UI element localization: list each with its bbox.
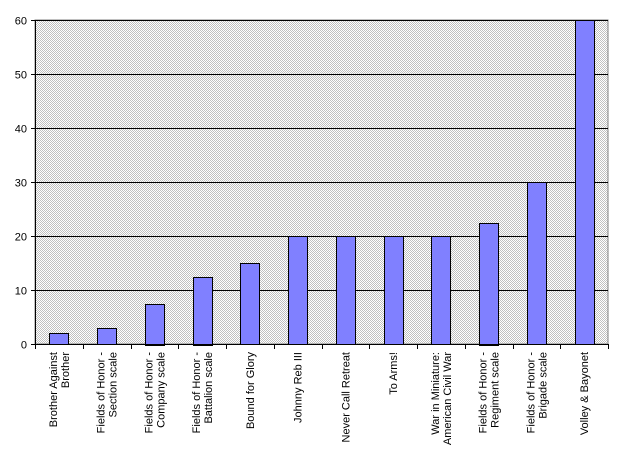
x-tick-label: Brother Against	[48, 352, 60, 427]
x-tick-label: Never Call Retreat	[340, 352, 352, 442]
x-tick-label-group: Brother Against Brother	[48, 352, 72, 428]
bar	[49, 333, 69, 345]
bar	[431, 236, 451, 345]
x-tick-label: Fields of Honor -	[143, 352, 155, 434]
x-tick-label-group: Fields of Honor - Company scale	[143, 352, 167, 434]
x-tick-label: Fields of Honor -	[191, 352, 203, 434]
bar	[527, 182, 547, 345]
x-tick-label: Section scale	[108, 352, 120, 417]
x-tick-label: Regiment scale	[490, 352, 502, 428]
y-tick-label: 30	[15, 178, 27, 190]
x-tick-label: Johnny Reb III	[293, 352, 305, 423]
y-tick-label: 60	[15, 16, 27, 28]
bars	[49, 20, 595, 346]
y-tick-label: 20	[15, 232, 27, 244]
x-tick-label: Battalion scale	[203, 352, 215, 424]
x-tick-label-group: Johnny Reb III	[293, 352, 305, 423]
bar	[575, 20, 595, 345]
y-tick-label: 50	[15, 70, 27, 82]
x-tick-label-group: Never Call Retreat	[340, 352, 352, 442]
x-tick-label: Brigade scale	[537, 352, 549, 419]
y-tick-label: 40	[15, 124, 27, 136]
x-tick-label: Bound for Glory	[245, 352, 257, 430]
x-tick-label-group: To Arms!	[388, 352, 400, 395]
x-tick-label: War in Miniature:	[430, 352, 442, 435]
y-tick-label: 10	[15, 286, 27, 298]
x-tick-label: Volley & Bayonet	[579, 352, 591, 435]
x-tick-label-group: Fields of Honor - Regiment scale	[478, 352, 502, 434]
x-tick-label-group: Fields of Honor - Section scale	[96, 352, 120, 434]
bar	[240, 263, 260, 345]
bar	[97, 328, 117, 345]
axes	[31, 20, 609, 349]
x-tick-label: Fields of Honor -	[96, 352, 108, 434]
x-tick-label: Fields of Honor -	[525, 352, 537, 434]
bar	[145, 304, 165, 346]
bar	[479, 223, 499, 346]
x-tick-label: Fields of Honor -	[478, 352, 490, 434]
y-tick-label: 0	[21, 340, 27, 352]
x-tick-label: American Civil War	[442, 352, 454, 445]
x-tick-label-group: Bound for Glory	[245, 352, 257, 430]
bar	[384, 236, 404, 345]
x-tick-label: To Arms!	[388, 352, 400, 395]
x-tick-label: Brother	[60, 352, 72, 388]
x-tick-labels: Brother Against Brother Fields of Honor -S…	[48, 352, 591, 446]
bar	[336, 236, 356, 345]
x-tick-label-group: Fields of Honor - Brigade scale	[525, 352, 549, 434]
x-tick-label-group: War in Miniature: American Civil War	[430, 352, 454, 445]
bar	[193, 277, 213, 346]
x-tick-label: Company scale	[155, 352, 167, 428]
y-tick-labels: 0 10 20 30 40 50 60	[15, 16, 27, 352]
bar	[288, 236, 308, 345]
gridlines	[35, 20, 608, 291]
x-tick-label-group: Volley & Bayonet	[579, 352, 591, 435]
x-tick-label-group: Fields of Honor - Battalion scale	[191, 352, 215, 434]
